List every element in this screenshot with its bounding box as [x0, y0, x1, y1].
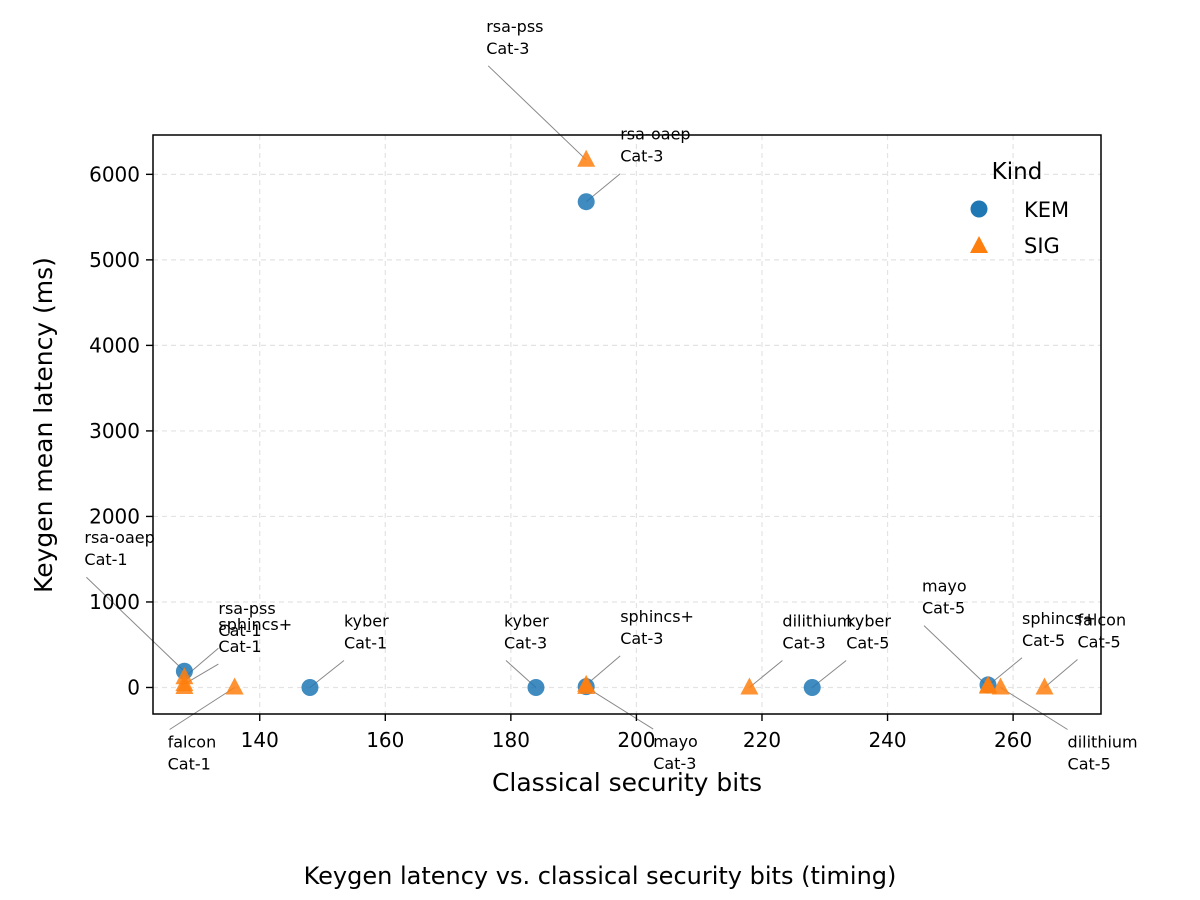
- annotation-line: Cat-3: [504, 633, 547, 652]
- annotation-line: Cat-5: [1022, 631, 1065, 650]
- point-annotation: sphincs+ Cat-3: [620, 607, 694, 648]
- point-annotation: rsa-pss Cat-3: [486, 17, 543, 58]
- annotation-line: Cat-1: [344, 633, 387, 652]
- annotation-line: Cat-5: [846, 633, 889, 652]
- annotation-leader: [1044, 659, 1078, 688]
- point-annotation: mayo Cat-5: [922, 577, 967, 618]
- annotation-leader: [86, 576, 185, 672]
- annotation-line: mayo: [653, 732, 698, 751]
- legend-kem-label: KEM: [1024, 198, 1069, 222]
- annotation-line: kyber: [504, 611, 549, 630]
- sig-point: [1035, 677, 1054, 695]
- point-annotation: falcon Cat-5: [1077, 610, 1126, 651]
- x-tick-label: 200: [617, 728, 655, 752]
- annotation-leader: [169, 687, 235, 730]
- point-annotation: falcon Cat-1: [168, 732, 217, 773]
- point-annotation: sphincs+ Cat-1: [218, 615, 292, 656]
- y-tick-label: 0: [127, 675, 140, 699]
- y-tick-label: 1000: [89, 590, 140, 614]
- data-points: [175, 149, 1054, 696]
- sig-point: [991, 677, 1010, 695]
- x-tick-label: 180: [492, 728, 530, 752]
- annotation-line: Cat-1: [218, 621, 261, 640]
- x-tick-label: 260: [994, 728, 1032, 752]
- kem-point: [301, 678, 319, 696]
- annotation-line: Cat-3: [653, 754, 696, 773]
- annotation-line: Cat-3: [620, 147, 663, 166]
- sig-point: [978, 675, 997, 693]
- point-annotation: dilithium Cat-5: [1068, 732, 1138, 773]
- legend-title: Kind: [992, 159, 1043, 185]
- point-annotation: rsa-pss Cat-1: [218, 599, 275, 640]
- point-annotation: rsa-oaep Cat-3: [620, 125, 690, 166]
- annotation-line: Cat-1: [168, 754, 211, 773]
- x-tick-label: 140: [241, 728, 279, 752]
- annotation-leader: [585, 655, 621, 686]
- sig-point: [577, 677, 596, 695]
- annotation-line: rsa-pss: [486, 17, 543, 36]
- annotation-line: rsa-pss: [218, 599, 275, 618]
- legend-sig-label: SIG: [1024, 234, 1060, 258]
- axis-ticks: 140 160 180 200 220 240 260 0 1000 2000 3000 4000 50…: [89, 162, 1032, 752]
- annotation-line: Cat-5: [1068, 754, 1111, 773]
- y-axis-title: Keygen mean latency (ms): [29, 257, 58, 593]
- annotation-line: Cat-3: [486, 39, 529, 58]
- y-tick-label: 2000: [89, 504, 140, 528]
- annotation-leader: [749, 660, 783, 688]
- annotation-line: sphincs+: [218, 615, 292, 634]
- point-annotation: dilithium Cat-3: [782, 611, 852, 652]
- sig-point: [225, 677, 244, 695]
- y-tick-label: 4000: [89, 333, 140, 357]
- annotation-line: dilithium: [782, 611, 852, 630]
- x-axis-title: Classical security bits: [492, 768, 762, 797]
- point-annotation: kyber Cat-3: [504, 611, 549, 652]
- sig-point: [577, 149, 596, 167]
- annotation-line: kyber: [344, 611, 389, 630]
- annotation-line: Cat-1: [218, 637, 261, 656]
- annotation-leader: [585, 686, 654, 730]
- legend: Kind KEM SIG: [970, 159, 1069, 258]
- kem-point: [577, 193, 595, 211]
- grid-lines: [153, 135, 1101, 714]
- annotation-line: Cat-5: [1077, 632, 1120, 651]
- annotation-leader: [923, 625, 989, 687]
- annotation-leader: [1000, 687, 1068, 730]
- annotation-leader: [487, 65, 587, 161]
- legend-kem-marker: [970, 200, 988, 218]
- annotation-line: mayo: [922, 577, 967, 596]
- annotation-line: sphincs+: [1022, 609, 1096, 628]
- point-annotation: kyber Cat-5: [846, 611, 891, 652]
- plot-frame: [152, 134, 1102, 715]
- annotation-line: dilithium: [1068, 732, 1138, 751]
- kem-point: [803, 678, 821, 696]
- point-annotation: kyber Cat-1: [344, 611, 389, 652]
- annotation-line: rsa-oaep: [84, 528, 154, 547]
- annotation-line: falcon: [168, 732, 217, 751]
- point-annotation: rsa-oaep Cat-1: [84, 528, 154, 569]
- annotation-line: Cat-5: [922, 599, 965, 618]
- annotation-line: rsa-oaep: [620, 125, 690, 144]
- annotation-leaders: [86, 65, 1078, 730]
- annotation-line: Cat-1: [84, 550, 127, 569]
- point-annotation: sphincs+ Cat-5: [1022, 609, 1096, 650]
- sig-point: [740, 677, 759, 695]
- x-tick-label: 160: [366, 728, 404, 752]
- annotation-line: Cat-3: [620, 629, 663, 648]
- annotation-line: Cat-3: [782, 633, 825, 652]
- kem-point: [527, 678, 545, 696]
- annotation-line: sphincs+: [620, 607, 694, 626]
- annotation-line: kyber: [846, 611, 891, 630]
- y-tick-label: 5000: [89, 248, 140, 272]
- legend-sig-marker: [970, 236, 988, 253]
- x-tick-label: 220: [743, 728, 781, 752]
- point-annotation: mayo Cat-3: [653, 732, 698, 773]
- figure-caption: Keygen latency vs. classical security bi…: [303, 862, 897, 890]
- x-tick-label: 240: [868, 728, 906, 752]
- y-tick-label: 3000: [89, 419, 140, 443]
- y-tick-label: 6000: [89, 162, 140, 186]
- sig-point: [175, 677, 194, 695]
- annotation-line: falcon: [1077, 610, 1126, 629]
